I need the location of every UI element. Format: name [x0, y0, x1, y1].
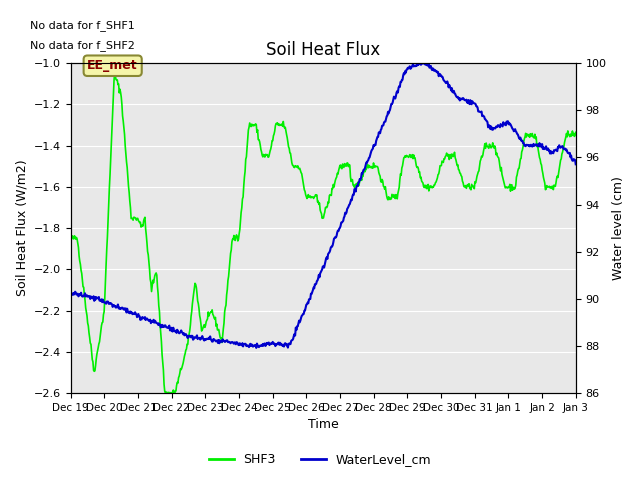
Text: No data for f_SHF2: No data for f_SHF2 — [30, 40, 135, 51]
X-axis label: Time: Time — [308, 419, 339, 432]
Text: EE_met: EE_met — [88, 59, 138, 72]
Y-axis label: Water level (cm): Water level (cm) — [612, 176, 625, 280]
Title: Soil Heat Flux: Soil Heat Flux — [266, 41, 380, 59]
Y-axis label: Soil Heat Flux (W/m2): Soil Heat Flux (W/m2) — [15, 160, 28, 296]
Text: No data for f_SHF1: No data for f_SHF1 — [30, 20, 135, 31]
Legend: SHF3, WaterLevel_cm: SHF3, WaterLevel_cm — [204, 448, 436, 471]
